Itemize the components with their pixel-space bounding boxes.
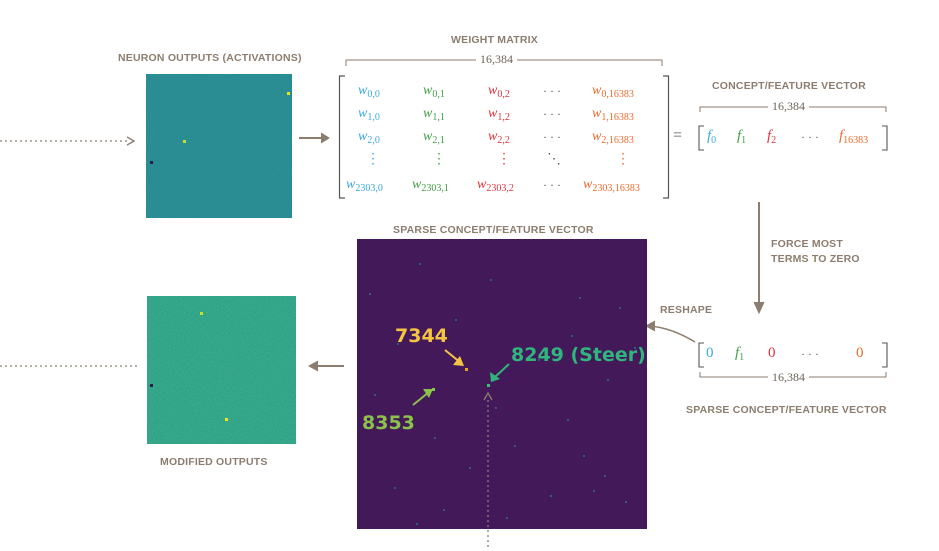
outgoing-dotted-line [0,365,140,367]
matrix-hdots: · · · [543,84,561,98]
incoming-dotted-arrow [0,136,136,146]
matrix-cell: w2303,1 [412,177,449,194]
matrix-ddots: ⋱ [547,152,561,167]
feature-point-8353 [432,388,435,391]
matrix-cell: w2303,16383 [583,177,640,194]
matrix-cell: w2303,2 [477,177,514,194]
reshape-arrow [644,320,696,343]
force-zero-arrow [753,202,765,315]
dark-pixel [150,384,153,387]
modified-outputs-heatmap [147,296,296,444]
dark-pixel [150,161,153,164]
matrix-left-bracket [338,75,345,199]
bright-pixel [183,140,186,143]
matrix-right-bracket [663,75,670,199]
annotation-8249-steer: 8249 (Steer) [511,344,646,366]
neuron-outputs-label: NEURON OUTPUTS (ACTIVATIONS) [118,52,302,64]
vector-width-value: 16,384 [768,99,809,114]
matrix-cell: w2,1 [423,129,445,146]
matrix-cell: w2,2 [488,129,510,146]
matrix-vdots: ⋮ [366,152,380,167]
sparse-left-bracket [698,342,704,368]
sparse-zero: 0 [768,345,776,361]
bright-pixel [225,418,228,421]
modified-outputs-label: MODIFIED OUTPUTS [160,456,268,468]
matrix-cell: w2303,0 [346,177,383,194]
arrow-to-matrix [299,132,330,144]
sparse-f1: f1 [735,345,745,363]
matrix-cell: w0,2 [488,83,510,100]
sparse-feature-heatmap [357,239,647,529]
feature-f0: f0 [707,128,717,146]
matrix-vdots: ⋮ [497,152,511,167]
force-zero-label-2: TERMS TO ZERO [771,253,860,265]
feature-point-8249 [487,384,490,387]
annotation-arrows [412,349,510,406]
matrix-vdots: ⋮ [616,152,630,167]
concept-vector-label: CONCEPT/FEATURE VECTOR [712,80,866,92]
weight-matrix-label: WEIGHT MATRIX [451,34,538,46]
sparse-zero: 0 [706,345,714,361]
bright-pixel [287,92,290,95]
matrix-hdots: · · · [543,130,561,144]
matrix-hdots: · · · [543,178,561,192]
feature-f1: f1 [737,128,747,146]
matrix-vdots: ⋮ [432,152,446,167]
reshape-label: RESHAPE [660,304,713,316]
matrix-hdots: · · · [543,107,561,121]
sparse-hdots: · · · [801,347,819,361]
feature-f2: f2 [767,128,777,146]
matrix-cell: w2,16383 [592,129,634,146]
matrix-cell: w0,1 [423,83,445,100]
matrix-cell: w1,16383 [592,106,634,123]
matrix-cell: w2,0 [358,129,380,146]
arrow-to-modified [307,360,344,372]
sparse-right-bracket [882,342,888,368]
matrix-cell: w0,16383 [592,83,634,100]
feature-point-7344 [465,368,468,371]
feature-f16383: f16383 [839,128,869,146]
equals-sign: = [673,127,683,144]
activations-heatmap [146,74,292,218]
sparse-zero: 0 [856,345,864,361]
annotation-8353: 8353 [362,412,415,434]
bright-pixel [200,312,203,315]
matrix-cell: w1,1 [423,106,445,123]
matrix-cell: w0,0 [358,83,380,100]
vector-left-bracket [698,125,704,151]
force-zero-label-1: FORCE MOST [771,238,843,250]
steer-input-dotted-arrow [483,391,493,548]
sparse-concept-top-label: SPARSE CONCEPT/FEATURE VECTOR [393,224,594,236]
vector-right-bracket [882,125,888,151]
matrix-width-value: 16,384 [476,52,517,67]
sparse-width-value: 16,384 [768,370,809,385]
annotation-7344: 7344 [395,325,448,347]
matrix-cell: w1,2 [488,106,510,123]
feature-hdots: · · · [801,130,819,144]
sparse-vector-bottom-label: SPARSE CONCEPT/FEATURE VECTOR [686,404,887,416]
matrix-cell: w1,0 [358,106,380,123]
